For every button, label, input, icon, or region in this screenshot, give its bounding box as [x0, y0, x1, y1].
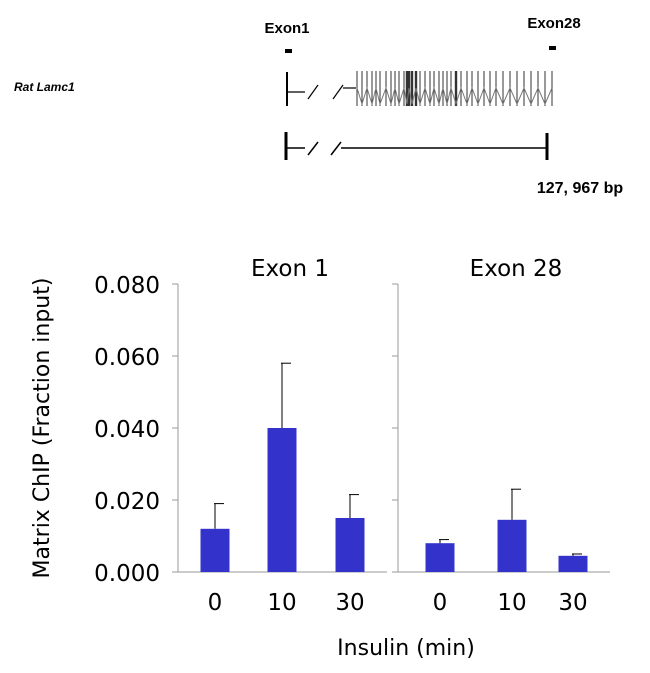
- y-tick-label: 0.020: [94, 489, 160, 515]
- panel-title: Exon 28: [470, 256, 563, 282]
- x-tick-label: 30: [335, 590, 364, 616]
- panel-title: Exon 1: [251, 256, 329, 282]
- y-tick-label: 0.060: [94, 345, 160, 371]
- exon28-label: Exon28: [527, 15, 580, 32]
- x-axis-label: Insulin (min): [337, 636, 475, 661]
- scale-track: [284, 132, 549, 160]
- gene-diagram: Exon1 Exon28 Rat Lamc1 127, 967 bp: [14, 15, 623, 197]
- x-tick-label: 30: [558, 590, 587, 616]
- y-tick-label: 0.040: [94, 417, 160, 443]
- x-tick-label: 10: [267, 590, 296, 616]
- bar: [558, 555, 588, 572]
- gene-length-label: 127, 967 bp: [537, 180, 624, 197]
- x-tick-label: 0: [433, 590, 448, 616]
- bar: [425, 543, 455, 572]
- y-axis: 0.000 0.020 0.040 0.060 0.080: [94, 273, 160, 587]
- y-tick-label: 0.000: [94, 561, 160, 587]
- exon-structure-track: [286, 71, 553, 106]
- bar: [335, 518, 365, 572]
- bar-chart: Matrix ChIP (Fraction input) 0.0000.0200…: [30, 256, 610, 661]
- chart-panels: Exon 1 0 10 30 Exon 28 0 10 30: [172, 256, 610, 616]
- y-axis-label: Matrix ChIP (Fraction input): [30, 278, 55, 579]
- y-tick-label: 0.080: [94, 273, 160, 299]
- panel-2: Exon 28 0 10 30: [392, 256, 610, 616]
- x-tick-label: 0: [208, 590, 223, 616]
- exon1-marker: [285, 49, 292, 53]
- bar: [200, 528, 230, 572]
- intron-lines: [356, 86, 553, 106]
- x-tick-label: 10: [497, 590, 526, 616]
- panel-1: Exon 1 0 10 30: [172, 256, 387, 616]
- exon28-marker: [549, 46, 556, 50]
- bar: [267, 428, 297, 572]
- bar: [497, 519, 527, 572]
- exon1-label: Exon1: [264, 20, 309, 37]
- gene-name-label: Rat Lamc1: [14, 80, 75, 94]
